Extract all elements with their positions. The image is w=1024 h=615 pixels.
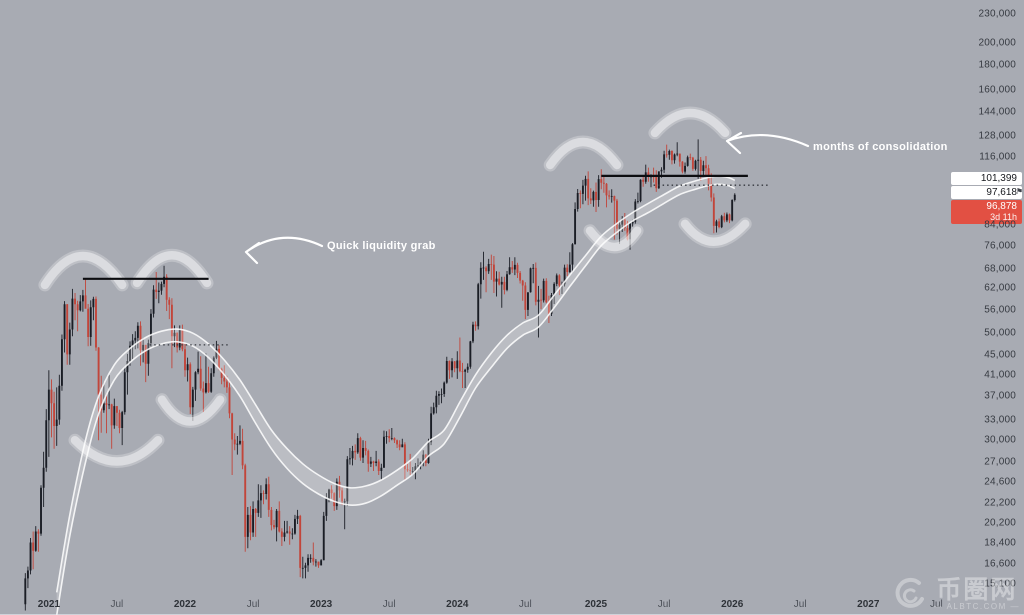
highlight-arc[interactable]: [545, 137, 622, 170]
price-tick-label: 68,000: [984, 263, 1016, 275]
time-tick-year: 2023: [309, 599, 333, 610]
highlight-arc[interactable]: [132, 251, 212, 288]
time-tick-year: 2022: [173, 599, 197, 610]
time-tick-year: 2026: [721, 599, 744, 610]
highlight-arc[interactable]: [648, 106, 732, 140]
highlight-arc[interactable]: [38, 249, 129, 292]
price-tick-label: 22,200: [984, 497, 1016, 509]
highlight-arc[interactable]: [157, 395, 225, 426]
price-tick-label: 56,000: [984, 304, 1016, 315]
price-tick-label: 33,000: [984, 414, 1016, 426]
price-line-value: 101,399: [980, 173, 1017, 184]
time-tick-month: Jul: [246, 599, 260, 610]
price-tick-label: 230,000: [978, 8, 1016, 20]
time-tick-year: 2021: [37, 599, 61, 610]
time-tick-month: Jul: [793, 599, 807, 610]
time-axis[interactable]: 2021 Jul 2022 Jul 2023 Jul 2024 Jul 2025 Jul 2026 J…: [0, 596, 1024, 615]
price-tick-label: 20,200: [984, 517, 1016, 529]
time-tick-month: Jul: [110, 599, 124, 610]
annotation-quick-liquidity-grab[interactable]: Quick liquidity grab: [327, 240, 436, 252]
price-tick-label: 76,000: [984, 240, 1016, 252]
highlight-arc[interactable]: [130, 248, 214, 290]
time-tick-month: Jul: [929, 599, 943, 610]
price-tick-label: 144,000: [978, 106, 1016, 118]
ma-band-lower-line: [55, 183, 736, 615]
price-tick-label: 37,000: [984, 390, 1016, 402]
price-tick-label: 41,000: [984, 369, 1016, 381]
time-tick-year: 2027: [857, 599, 880, 610]
highlight-arc[interactable]: [585, 226, 642, 251]
time-tick-year: 2024: [446, 599, 469, 610]
highlight-arc[interactable]: [678, 217, 752, 249]
price-tick-label: 18,400: [984, 537, 1016, 548]
price-axis[interactable]: 101,399 97,618 ⚑ 96,878 3d 11h 230,000 20…: [950, 0, 1024, 596]
price-tick-label: 27,000: [984, 456, 1016, 468]
annotation-arrow[interactable]: [244, 236, 324, 265]
current-price-badge[interactable]: 96,878 3d 11h: [951, 200, 1022, 224]
ma-band-upper-line: [55, 175, 736, 593]
candle-wicks-down: [32, 144, 730, 578]
price-tick-label: 24,600: [984, 476, 1016, 488]
annotation-months-of-consolidation[interactable]: months of consolidation: [813, 141, 948, 153]
alert-flag-icon: ⚑: [1015, 187, 1023, 196]
price-tick-label: 200,000: [978, 37, 1016, 49]
time-tick-month: Jul: [382, 599, 396, 610]
annotation-arrow[interactable]: [725, 131, 810, 155]
price-tick-label: 160,000: [978, 84, 1016, 96]
highlight-arc[interactable]: [68, 433, 165, 468]
candle-countdown: 3d 11h: [990, 212, 1017, 222]
current-price-value: 96,878: [986, 201, 1017, 212]
price-tick-label: 50,000: [984, 327, 1016, 339]
price-tick-label: 116,000: [979, 151, 1016, 163]
highlight-arc[interactable]: [155, 393, 227, 428]
price-tick-label: 15,100: [984, 578, 1016, 590]
price-tick-label: 30,000: [984, 434, 1016, 446]
highlight-arc[interactable]: [70, 435, 163, 466]
price-tick-label: 16,600: [984, 558, 1016, 570]
highlight-arc[interactable]: [650, 108, 730, 138]
highlight-arc[interactable]: [583, 224, 644, 254]
candle-bodies-down: [32, 151, 731, 568]
price-tick-label: 84,000: [984, 219, 1016, 231]
highlight-arc[interactable]: [40, 252, 127, 290]
highlight-arc[interactable]: [680, 219, 750, 246]
highlight-arc[interactable]: [543, 135, 624, 172]
price-line-badge[interactable]: 101,399: [951, 172, 1022, 185]
price-tick-label: 180,000: [978, 59, 1016, 71]
price-tick-label: 128,000: [978, 130, 1016, 142]
time-tick-month: Jul: [518, 599, 532, 610]
time-tick-month: Jul: [657, 599, 671, 610]
price-tick-label: 45,000: [984, 349, 1016, 361]
ma-band-fill: [56, 176, 735, 615]
time-tick-year: 2025: [584, 599, 608, 610]
price-tick-label: 62,000: [984, 282, 1016, 294]
alert-price-value: 97,618: [986, 187, 1017, 198]
alert-price-badge[interactable]: 97,618 ⚑: [951, 186, 1023, 199]
candle-wicks-up: [24, 139, 736, 611]
